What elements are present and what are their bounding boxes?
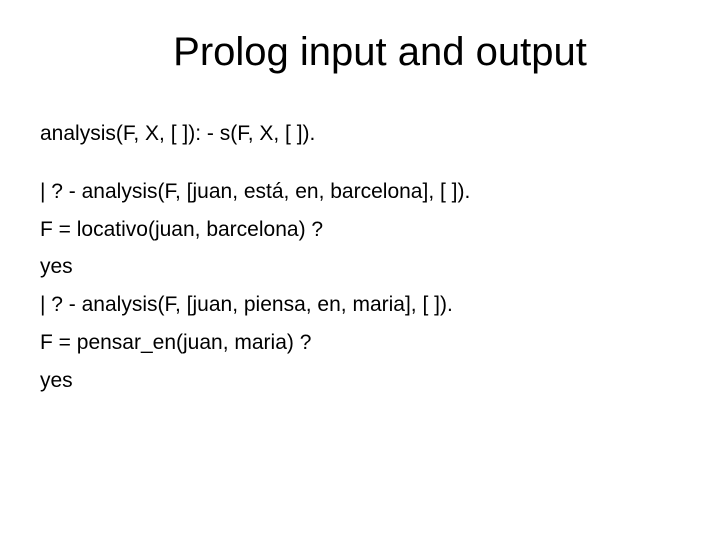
code-line: | ? - analysis(F, [juan, piensa, en, mar… [40,286,680,324]
code-line: F = locativo(juan, barcelona) ? [40,211,680,249]
slide-title: Prolog input and output [40,30,680,75]
code-line: yes [40,362,680,400]
slide-body: analysis(F, X, [ ]): - s(F, X, [ ]). | ?… [40,115,680,400]
code-line: analysis(F, X, [ ]): - s(F, X, [ ]). [40,115,680,153]
code-line: F = pensar_en(juan, maria) ? [40,324,680,362]
spacer [40,153,680,173]
code-line: | ? - analysis(F, [juan, está, en, barce… [40,173,680,211]
slide-container: Prolog input and output analysis(F, X, [… [0,0,720,540]
code-line: yes [40,248,680,286]
